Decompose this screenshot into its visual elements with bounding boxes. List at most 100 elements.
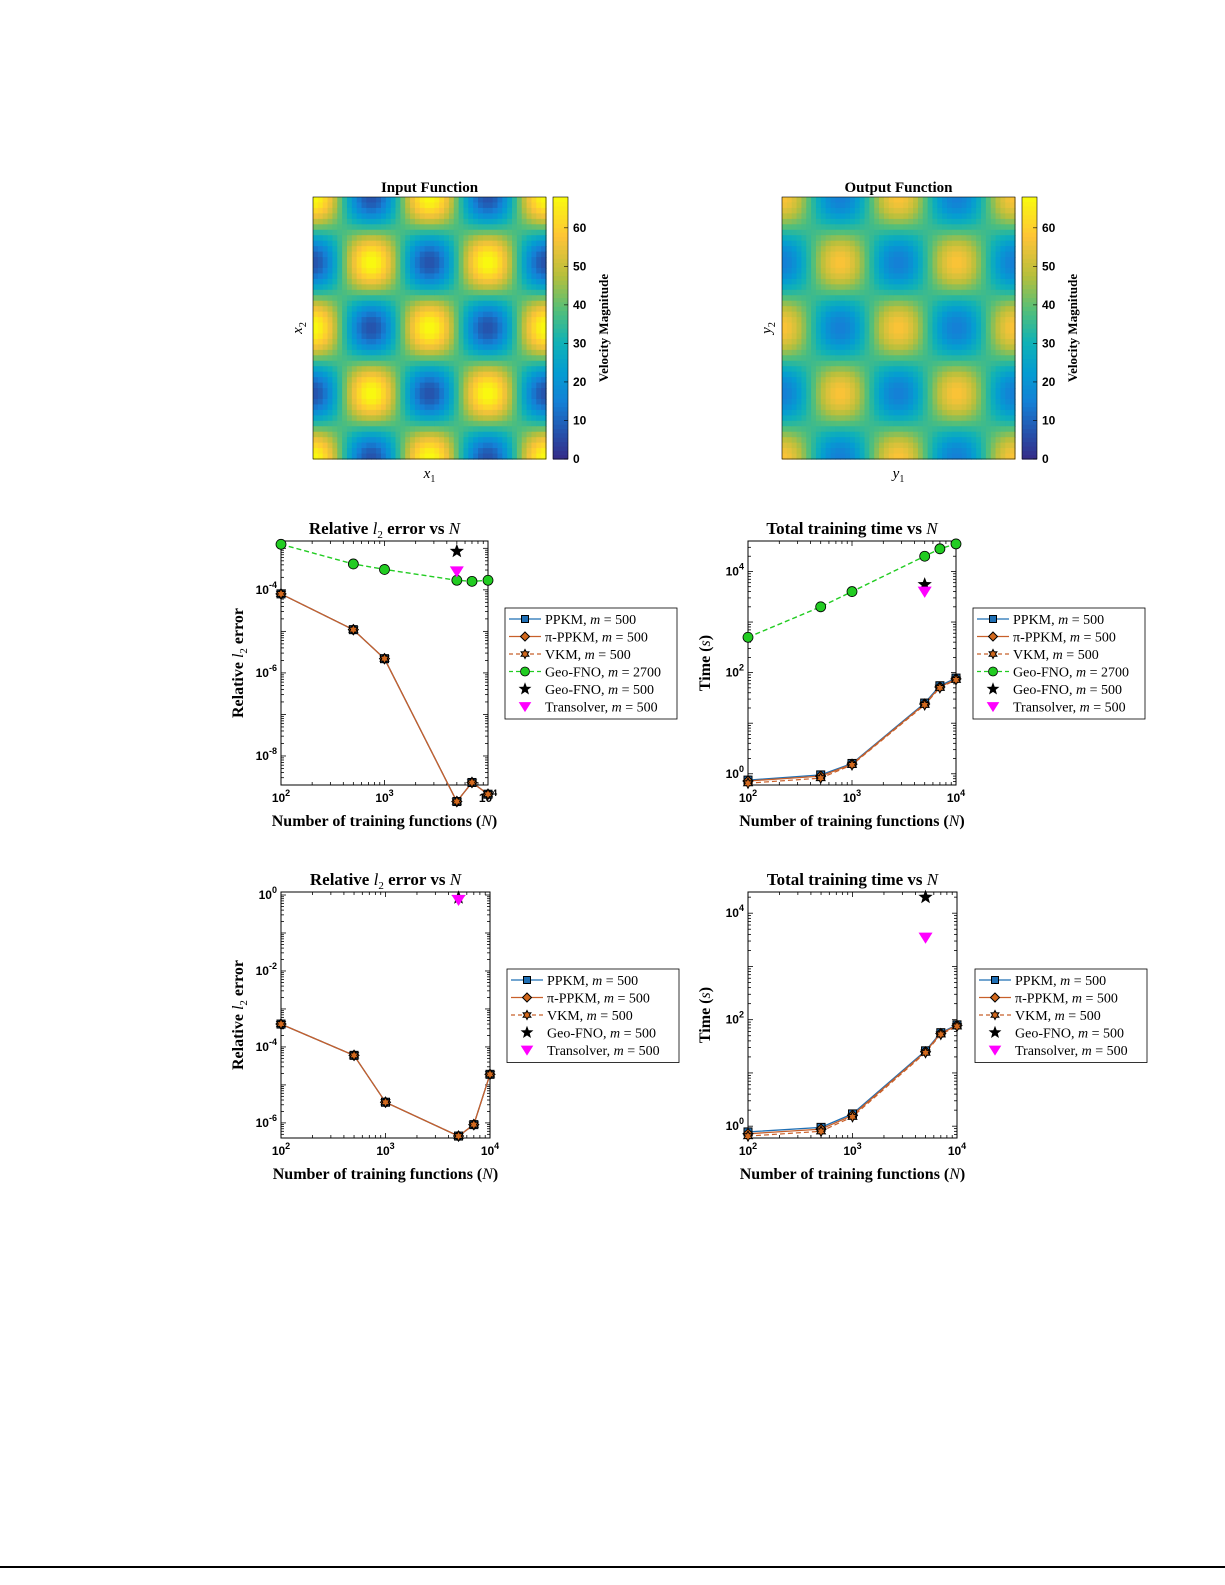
heatmap-cell <box>380 360 387 367</box>
heatmap-cell <box>371 311 377 318</box>
heatmap-cell <box>395 322 401 329</box>
heatmap-cell <box>782 317 788 324</box>
heatmap-cell <box>332 442 338 449</box>
heatmap-cell <box>419 213 426 220</box>
heatmap-cell <box>961 453 968 460</box>
heatmap-cell <box>429 409 435 416</box>
heatmap-cell <box>898 207 904 214</box>
heatmap-cell <box>332 197 338 204</box>
heatmap-cell <box>371 431 377 438</box>
heatmap-cell <box>942 426 948 433</box>
heatmap-cell <box>966 257 972 264</box>
heatmap-cell <box>990 344 997 351</box>
heatmap-cell <box>429 420 435 427</box>
heatmap-cell <box>400 235 406 242</box>
heatmap-cell <box>815 442 822 449</box>
heatmap-cell <box>337 218 343 225</box>
heatmap-cell <box>840 229 846 236</box>
heatmap-cell <box>947 409 953 416</box>
heatmap-cell <box>835 278 841 285</box>
heatmap-cell <box>322 328 329 335</box>
heatmap-cell <box>820 229 827 236</box>
heatmap-cell <box>947 322 953 329</box>
heatmap-cell <box>346 300 353 307</box>
heatmap-cell <box>1005 289 1011 296</box>
heatmap-cell <box>531 224 537 231</box>
heatmap-cell <box>796 235 803 242</box>
heatmap-cell <box>366 448 372 455</box>
heatmap-cell <box>366 235 372 242</box>
heatmap-cell <box>512 262 518 269</box>
heatmap-cell <box>786 453 793 460</box>
heatmap-cell <box>947 398 953 406</box>
heatmap-cell <box>526 448 533 455</box>
heatmap-cell <box>356 442 363 449</box>
heatmap-cell <box>322 393 329 400</box>
heatmap-cell <box>1005 415 1011 422</box>
heatmap-cell <box>424 437 431 444</box>
heatmap-cell <box>845 229 851 236</box>
heatmap-cell <box>419 349 426 356</box>
heatmap-cell <box>1010 371 1016 378</box>
heatmap-cell <box>313 289 319 296</box>
heatmap-cell <box>903 355 909 362</box>
heatmap-cell <box>473 404 479 411</box>
heatmap-cell <box>830 333 836 340</box>
heatmap-cell <box>313 278 319 285</box>
heatmap-cell <box>990 333 997 340</box>
heatmap-cell <box>898 360 904 367</box>
colorbar-swatch <box>1022 376 1037 381</box>
colorbar-tick-label: 60 <box>1042 221 1056 235</box>
heatmap-cell <box>410 295 416 302</box>
heatmap-cell <box>849 338 856 345</box>
heatmap-cell <box>1005 448 1011 455</box>
heatmap-cell <box>845 207 851 214</box>
heatmap-cell <box>444 295 450 302</box>
heatmap-cell <box>434 453 440 460</box>
heatmap-cell <box>492 366 499 373</box>
heatmap-cell <box>502 333 508 340</box>
heatmap-cell <box>854 322 861 329</box>
heatmap-cell <box>782 311 788 318</box>
heatmap-cell <box>951 328 958 335</box>
heatmap-cell <box>947 355 953 362</box>
heatmap-cell <box>371 388 377 395</box>
heatmap-cell <box>492 453 499 460</box>
heatmap-cell <box>405 371 411 378</box>
heatmap-cell <box>366 246 372 253</box>
heatmap-cell <box>512 328 518 335</box>
heatmap-cell <box>366 267 372 275</box>
heatmap-cell <box>927 344 934 351</box>
heatmap-cell <box>351 278 358 285</box>
heatmap-cell <box>947 257 953 264</box>
heatmap-cell <box>956 360 963 367</box>
heatmap-cell <box>502 262 508 269</box>
heatmap-cell <box>512 300 518 307</box>
heatmap-cell <box>942 322 948 329</box>
heatmap-cell <box>342 328 348 335</box>
heatmap-cell <box>927 453 934 460</box>
heatmap-cell <box>995 398 1002 406</box>
heatmap-cell <box>429 415 435 422</box>
heatmap-cell <box>317 207 324 214</box>
heatmap-cell <box>791 317 798 324</box>
heatmap-cell <box>791 224 798 231</box>
heatmap-title: Output Function <box>845 180 954 196</box>
heatmap-cell <box>356 322 363 329</box>
heatmap-cell <box>976 344 982 351</box>
heatmap-cell <box>811 437 817 444</box>
heatmap-cell <box>337 442 343 449</box>
heatmap-cell <box>937 382 943 389</box>
heatmap-cell <box>448 246 455 253</box>
heatmap-cell <box>429 349 435 356</box>
heatmap-cell <box>526 349 533 356</box>
heatmap-cell <box>971 344 977 351</box>
heatmap-cell <box>782 371 788 378</box>
heatmap-cell <box>903 338 909 345</box>
heatmap-cell <box>531 202 537 209</box>
heatmap-cell <box>482 377 489 384</box>
chart-title: Relative l2 error vs N <box>309 519 462 541</box>
heatmap-cell <box>849 197 856 204</box>
heatmap-cell <box>879 393 885 400</box>
heatmap-cell <box>332 366 338 373</box>
